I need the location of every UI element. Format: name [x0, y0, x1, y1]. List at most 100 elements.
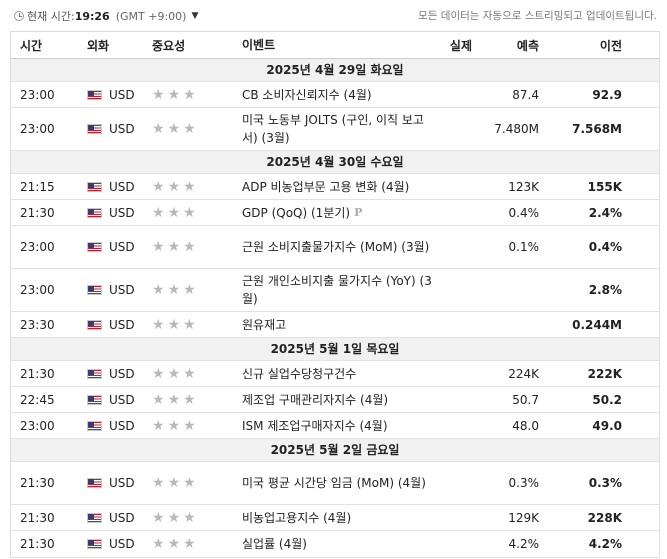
us-flag-icon	[87, 124, 102, 134]
event-time: 21:15	[20, 179, 55, 194]
currency-code: USD	[109, 179, 135, 194]
event-actual	[411, 226, 472, 268]
currency-code: USD	[109, 122, 135, 136]
table-row[interactable]: 21:30 USD ★ ★ ★ 신규 실업수당청구건수 224K 222K	[11, 361, 659, 387]
event-forecast: 129K	[508, 510, 539, 525]
clock-icon	[14, 11, 24, 21]
event-currency: USD	[87, 387, 135, 412]
event-name[interactable]: GDP (QoQ) (1분기)	[242, 205, 351, 220]
event-name[interactable]: 제조업 구매관리자지수 (4월)	[242, 392, 389, 407]
col-time: 시간	[20, 38, 43, 53]
star-icon: ★	[152, 391, 165, 408]
event-name[interactable]: 미국 노동부 JOLTS (구인, 이직 보고서) (3월)	[242, 113, 424, 145]
event-name-cell[interactable]: ISM 제조업구매자지수 (4월)	[242, 413, 432, 438]
importance-stars: ★ ★ ★	[152, 226, 199, 268]
table-row[interactable]: 23:00 USD ★ ★ ★ 근원 소비지출물가지수 (MoM) (3월) 0.1% 0.4…	[11, 226, 659, 269]
importance-stars: ★ ★ ★	[152, 505, 199, 530]
table-row[interactable]: 23:00 USD ★ ★ ★ ISM 제조업구매자지수 (4월) 48.0 49.0	[11, 413, 659, 439]
star-icon: ★	[167, 509, 181, 526]
star-icon: ★	[152, 365, 165, 382]
event-previous: 2.4%	[588, 205, 622, 220]
event-name-cell[interactable]: 원유재고	[242, 312, 432, 337]
table-row[interactable]: 23:00 USD ★ ★ ★ 미국 노동부 JOLTS (구인, 이직 보고서) (3월…	[11, 108, 659, 151]
chevron-down-icon[interactable]: ▼	[191, 11, 199, 21]
event-name-cell[interactable]: GDP (QoQ) (1분기) P	[242, 200, 432, 225]
table-row[interactable]: 21:30 USD ★ ★ ★ 미국 평균 시간당 임금 (MoM) (4월) 0.3% 0.…	[11, 462, 659, 505]
event-time: 21:30	[20, 205, 55, 220]
event-name[interactable]: 미국 평균 시간당 임금 (MoM) (4월)	[242, 476, 426, 490]
event-previous: 4.2%	[588, 537, 622, 551]
event-time: 23:00	[20, 122, 55, 136]
star-icon: ★	[152, 239, 165, 255]
event-actual	[411, 200, 472, 225]
importance-stars: ★ ★ ★	[152, 413, 199, 438]
event-forecast: 0.3%	[508, 476, 540, 490]
event-name[interactable]: 신규 실업수당청구건수	[242, 366, 357, 381]
event-name[interactable]: CB 소비자신뢰지수 (4월)	[242, 87, 372, 102]
importance-stars: ★ ★ ★	[152, 531, 199, 557]
star-icon: ★	[167, 86, 181, 103]
event-name[interactable]: 근원 개인소비지출 물가지수 (YoY) (3월)	[242, 274, 432, 306]
event-name-cell[interactable]: 근원 소비지출물가지수 (MoM) (3월)	[242, 226, 432, 268]
event-previous: 222K	[587, 366, 622, 381]
event-name[interactable]: 원유재고	[242, 317, 287, 332]
event-name-cell[interactable]: 비농업고용지수 (4월)	[242, 505, 432, 530]
star-icon: ★	[183, 509, 196, 526]
importance-stars: ★ ★ ★	[152, 361, 199, 386]
event-name-cell[interactable]: CB 소비자신뢰지수 (4월)	[242, 82, 432, 107]
us-flag-icon	[87, 181, 102, 192]
event-actual	[411, 174, 472, 199]
table-row[interactable]: 23:00 USD ★ ★ ★ CB 소비자신뢰지수 (4월) 87.4 92.9	[11, 82, 659, 108]
event-name[interactable]: ADP 비농업부문 고용 변화 (4월)	[242, 179, 410, 194]
currency-code: USD	[109, 317, 135, 332]
table-row[interactable]: 21:30 USD ★ ★ ★ GDP (QoQ) (1분기) P 0.4% 2.4%	[11, 200, 659, 226]
event-currency: USD	[87, 82, 135, 107]
table-row[interactable]: 21:30 USD ★ ★ ★ 비농업고용지수 (4월) 129K 228K	[11, 505, 659, 531]
clock-time: 19:26	[74, 9, 110, 23]
importance-stars: ★ ★ ★	[152, 387, 199, 412]
event-name[interactable]: 비농업고용지수 (4월)	[242, 510, 352, 525]
star-icon: ★	[183, 121, 196, 137]
currency-code: USD	[109, 366, 135, 381]
event-name-cell[interactable]: 근원 개인소비지출 물가지수 (YoY) (3월)	[242, 269, 432, 311]
table-row[interactable]: 23:30 USD ★ ★ ★ 원유재고 0.244M	[11, 312, 659, 338]
event-name-cell[interactable]: 신규 실업수당청구건수	[242, 361, 432, 386]
event-name-cell[interactable]: 실업률 (4월)	[242, 531, 432, 557]
event-name[interactable]: 실업률 (4월)	[242, 537, 307, 551]
current-time[interactable]: 현재 시간: 19:26 (GMT +9:00) ▼	[14, 8, 198, 24]
event-previous: 7.568M	[572, 122, 622, 136]
event-forecast: 0.1%	[508, 240, 540, 254]
currency-code: USD	[109, 283, 135, 297]
star-icon: ★	[167, 282, 181, 298]
event-name-cell[interactable]: 미국 평균 시간당 임금 (MoM) (4월)	[242, 462, 432, 504]
event-forecast: 87.4	[512, 87, 539, 102]
col-importance: 중요성	[152, 38, 186, 53]
event-forecast	[477, 269, 539, 311]
us-flag-icon	[87, 89, 102, 100]
table-row[interactable]: 22:45 USD ★ ★ ★ 제조업 구매관리자지수 (4월) 50.7 50.2	[11, 387, 659, 413]
event-name-cell[interactable]: 미국 노동부 JOLTS (구인, 이직 보고서) (3월)	[242, 108, 432, 150]
event-time: 23:00	[20, 240, 55, 254]
us-flag-icon	[87, 207, 102, 218]
event-name-cell[interactable]: 제조업 구매관리자지수 (4월)	[242, 387, 432, 412]
event-name[interactable]: ISM 제조업구매자지수 (4월)	[242, 418, 388, 433]
event-currency: USD	[87, 531, 135, 557]
event-name-cell[interactable]: ADP 비농업부문 고용 변화 (4월)	[242, 174, 432, 199]
star-icon: ★	[183, 86, 196, 103]
event-previous: 228K	[587, 510, 622, 525]
table-row[interactable]: 21:15 USD ★ ★ ★ ADP 비농업부문 고용 변화 (4월) 123K 155K	[11, 174, 659, 200]
event-actual	[411, 108, 472, 150]
event-name[interactable]: 근원 소비지출물가지수 (MoM) (3월)	[242, 240, 430, 254]
event-actual	[411, 505, 472, 530]
star-icon: ★	[152, 475, 165, 491]
event-actual	[411, 531, 472, 557]
importance-stars: ★ ★ ★	[152, 108, 199, 150]
event-previous: 92.9	[592, 87, 622, 102]
table-row[interactable]: 23:00 USD ★ ★ ★ 근원 개인소비지출 물가지수 (YoY) (3월) 2.8%	[11, 269, 659, 312]
star-icon: ★	[167, 536, 181, 552]
table-row[interactable]: 21:30 USD ★ ★ ★ 실업률 (4월) 4.2% 4.2%	[11, 531, 659, 557]
star-icon: ★	[167, 391, 181, 408]
importance-stars: ★ ★ ★	[152, 82, 199, 107]
star-icon: ★	[167, 121, 181, 137]
event-actual	[411, 413, 472, 438]
